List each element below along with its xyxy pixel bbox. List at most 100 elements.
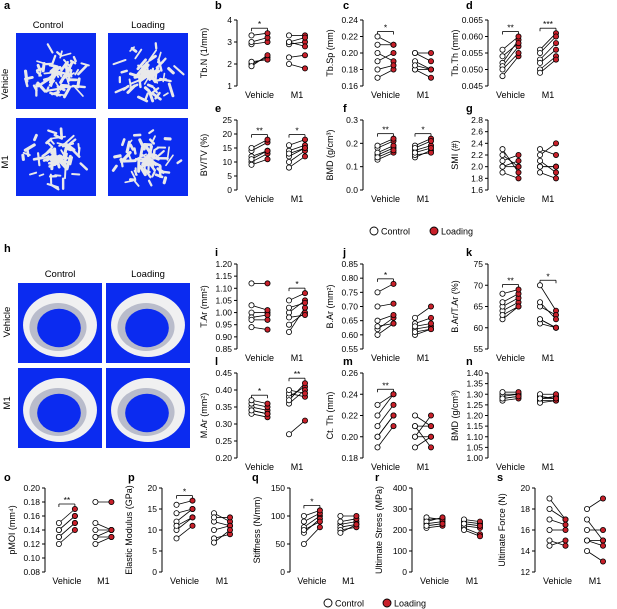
y-axis-label: SMI (#) [450, 140, 460, 170]
y-tick-label: 0.20 [341, 432, 358, 442]
pair-line [502, 56, 519, 77]
trabecula [134, 48, 143, 60]
y-tick-label: 0.050 [462, 65, 484, 75]
y-tick-label: 0.24 [341, 389, 358, 399]
y-tick-label: 0.65 [341, 316, 358, 326]
cortical-image-m1-loading [106, 368, 190, 448]
trabecula [69, 59, 77, 65]
x-category-label: M1 [542, 353, 555, 363]
significance-stars: * [310, 496, 314, 506]
trabecula [68, 64, 73, 78]
pair-line [288, 156, 306, 168]
trabecula [113, 154, 122, 159]
y-tick-label: 0.90 [215, 332, 232, 342]
pair-line [414, 60, 432, 70]
point-control [499, 389, 506, 396]
point-loading [427, 444, 434, 451]
point-loading [189, 497, 196, 504]
point-control [537, 69, 544, 76]
marrow-cavity [125, 308, 169, 348]
point-loading [301, 52, 308, 59]
y-tick-label: 1.8 [471, 173, 483, 183]
pair-line [502, 293, 519, 303]
trabecula [36, 60, 46, 65]
point-control [173, 510, 180, 517]
trabecula [59, 74, 67, 84]
point-control [337, 518, 344, 525]
point-loading [553, 56, 560, 63]
point-control [499, 395, 506, 402]
point-loading [301, 43, 308, 50]
x-category-label: M1 [342, 576, 355, 586]
x-category-label: Vehicle [496, 90, 525, 100]
point-control [374, 303, 381, 310]
y-tick-label: 0.2 [346, 138, 358, 148]
significance-stars: ** [294, 369, 301, 379]
point-loading [108, 527, 115, 534]
point-loading [515, 286, 522, 293]
chart-panel-l: l 0.20 0.25 0.30 0.35 0.40 0.45 M.Ar (mm²) Vehic… [199, 356, 308, 472]
trabecula [37, 77, 51, 88]
pair-line [414, 52, 432, 62]
trabecula [129, 79, 141, 85]
trabecula [21, 153, 25, 161]
y-tick-label: 200 [393, 525, 407, 535]
trabecula [146, 155, 157, 166]
point-control [411, 62, 418, 69]
y-tick-label: 75 [474, 259, 484, 269]
pair-line [176, 508, 193, 522]
point-control [374, 331, 381, 338]
significance-stars: ** [382, 380, 389, 390]
point-control [374, 33, 381, 40]
point-loading [553, 175, 560, 182]
significance-stars: ** [256, 126, 263, 136]
point-loading [427, 423, 434, 430]
y-tick-label: 0 [280, 567, 285, 577]
point-loading [301, 290, 308, 297]
point-loading [553, 395, 560, 402]
pair-line [539, 301, 557, 320]
trabecular-image-m1-control [16, 118, 96, 196]
point-control [55, 541, 62, 548]
point-loading [562, 542, 569, 549]
point-control [537, 157, 544, 164]
panel-letter-i: i [215, 247, 218, 259]
trabecula [54, 155, 61, 169]
significance-stars: * [384, 270, 388, 280]
point-control [546, 495, 553, 502]
point-control [546, 527, 553, 534]
y-axis-label: Tb.Sp (mm) [325, 29, 335, 77]
y-tick-label: 10 [223, 157, 233, 167]
point-control [248, 302, 255, 309]
point-loading [353, 521, 360, 528]
trabecula [60, 149, 65, 155]
trabecula [151, 171, 156, 178]
y-tick-label: 0.3 [346, 115, 358, 125]
point-control [460, 527, 467, 534]
y-axis-label: Ultimate Force (N) [497, 493, 507, 567]
trabecula [77, 146, 81, 157]
point-control [499, 151, 506, 158]
pair-line [377, 404, 394, 427]
legend-marker-control [369, 226, 379, 236]
point-control [411, 444, 418, 451]
trabecula [69, 156, 74, 166]
panel-letter-a: a [4, 0, 11, 12]
y-tick-label: 2 [227, 59, 232, 69]
point-control [374, 412, 381, 419]
point-control [374, 317, 381, 324]
x-category-label: M1 [542, 90, 555, 100]
y-tick-label: 0.80 [341, 273, 358, 283]
point-control [374, 41, 381, 48]
trabecula [72, 55, 77, 63]
panel-letter-g: g [466, 103, 473, 115]
point-loading [301, 304, 308, 311]
trabecula [38, 173, 45, 177]
y-tick-label: 0.18 [341, 65, 358, 75]
significance-stars: * [384, 23, 388, 33]
point-control [210, 539, 217, 546]
point-loading [427, 314, 434, 321]
